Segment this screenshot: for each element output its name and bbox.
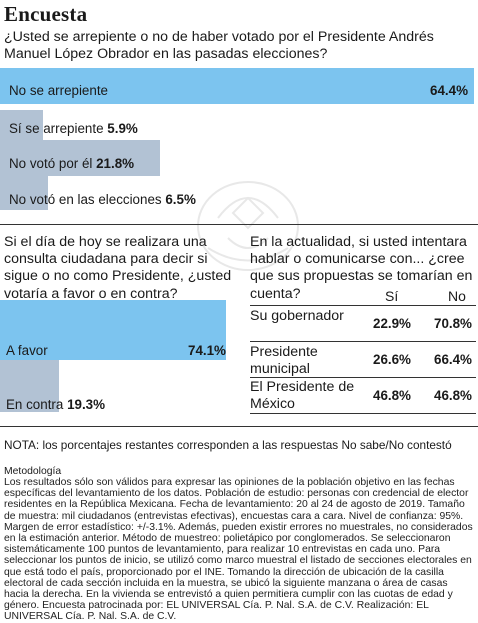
question-3: En la actualidad, si usted intentara hab… <box>250 234 475 303</box>
table-cell: 70.8% <box>434 316 472 331</box>
page-title: Encuesta <box>4 2 87 27</box>
table-row-label: Su gobernador <box>250 308 360 325</box>
table-cell: 26.6% <box>373 352 411 367</box>
bar-label-no-voto-elecciones: No votó en las elecciones 6.5% <box>9 192 196 207</box>
value-label-a-favor: 74.1% <box>188 343 226 358</box>
table-cell: 46.8% <box>373 388 411 403</box>
divider-bottom <box>0 426 478 427</box>
value-label-no-se-arrepiente: 64.4% <box>430 83 468 98</box>
methodology-heading: Metodología <box>4 466 61 477</box>
value-label-si-se-arrepiente: 5.9% <box>107 121 138 136</box>
question-1: ¿Usted se arrepiente o no de haber votad… <box>4 29 472 63</box>
value-label-en-contra: 19.3% <box>67 397 105 412</box>
table-divider <box>250 341 476 342</box>
bar-label-si-se-arrepiente: Sí se arrepiente 5.9% <box>9 121 138 136</box>
question-2: Si el día de hoy se realizara una consul… <box>4 234 236 303</box>
table-header-no: No <box>448 288 466 304</box>
bar-label-a-favor: A favor <box>6 343 48 358</box>
note-text: NOTA: los porcentajes restantes correspo… <box>4 438 452 452</box>
methodology-text: Los resultados sólo son válidos para exp… <box>4 477 474 623</box>
bar-label-no-se-arrepiente: No se arrepiente <box>9 83 108 98</box>
value-label-no-voto-por-el: 21.8% <box>96 156 134 171</box>
table-row-label: El Presidente de México <box>250 379 365 413</box>
table-cell: 46.8% <box>434 388 472 403</box>
table-cell: 22.9% <box>373 316 411 331</box>
table-divider <box>250 377 476 378</box>
value-label-no-voto-elecciones: 6.5% <box>165 192 196 207</box>
table-divider <box>250 305 476 306</box>
divider-top <box>0 224 478 225</box>
table-header-si: Sí <box>385 288 398 304</box>
table-row-label: Presidente municipal <box>250 344 360 378</box>
bar-label-no-voto-por-el: No votó por él 21.8% <box>9 156 134 171</box>
table-cell: 66.4% <box>434 352 472 367</box>
table-divider <box>250 413 476 414</box>
bar-label-en-contra: En contra 19.3% <box>6 397 105 412</box>
